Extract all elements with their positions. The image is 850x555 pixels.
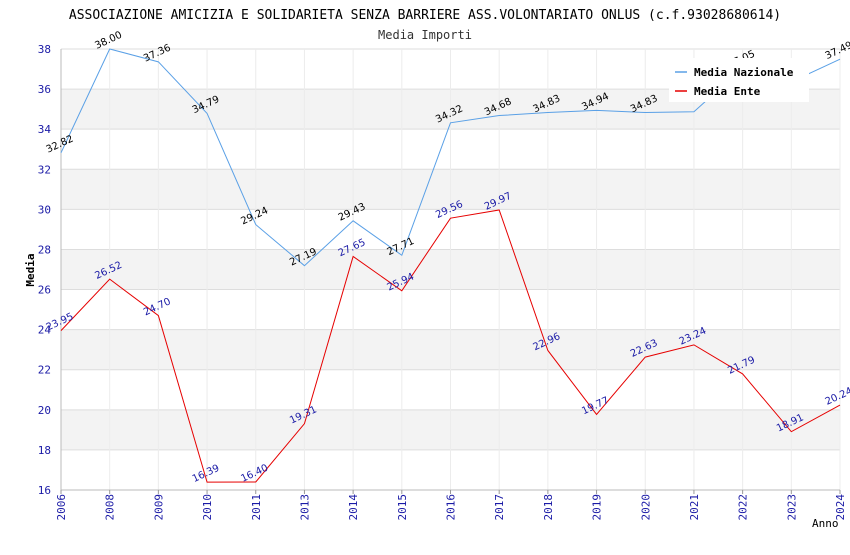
x-tick-label: 2010 [201, 494, 214, 521]
x-tick-label: 2020 [639, 494, 652, 521]
y-tick-label: 28 [38, 243, 51, 256]
y-tick-label: 30 [38, 203, 51, 216]
x-tick-label: 2023 [785, 494, 798, 521]
legend-item-label: Media Ente [694, 85, 761, 98]
y-axis-label: Media [24, 253, 37, 286]
x-tick-label: 2021 [688, 494, 701, 521]
x-tick-label: 2014 [347, 494, 360, 521]
x-tick-label: 2006 [55, 494, 68, 521]
chart-subtitle: Media Importi [378, 28, 472, 42]
series-line-media-ente [60, 209, 841, 483]
legend-item-label: Media Nazionale [694, 66, 794, 79]
y-tick-label: 16 [38, 484, 51, 497]
x-tick-label: 2013 [298, 494, 311, 521]
x-tick-label: 2017 [493, 494, 506, 521]
x-tick-label: 2018 [542, 494, 555, 521]
x-axis-label: Anno [812, 517, 839, 530]
legend: Media Nazionale Media Ente [669, 58, 809, 102]
y-tick-label: 20 [38, 404, 51, 417]
y-tick-label: 24 [38, 324, 52, 337]
x-tick-label: 2015 [396, 494, 409, 521]
y-tick-label: 34 [38, 123, 52, 136]
chart-title: ASSOCIAZIONE AMICIZIA E SOLIDARIETA SENZ… [69, 8, 781, 23]
x-tick-label: 2024 [834, 494, 847, 521]
x-tick-label: 2011 [250, 494, 263, 521]
y-tick-label: 36 [38, 83, 51, 96]
x-tick-label: 2008 [104, 494, 117, 521]
y-tick-label: 32 [38, 163, 51, 176]
x-tick-label: 2022 [737, 494, 750, 521]
legend-box [669, 58, 809, 102]
y-tick-label: 38 [38, 43, 51, 56]
y-tick-label: 26 [38, 284, 51, 297]
y-tick-label: 18 [38, 444, 51, 457]
x-tick-label: 2009 [152, 494, 165, 521]
x-tick-label: 2016 [445, 494, 458, 521]
y-tick-label: 22 [38, 364, 51, 377]
x-tick-label: 2019 [591, 494, 604, 521]
